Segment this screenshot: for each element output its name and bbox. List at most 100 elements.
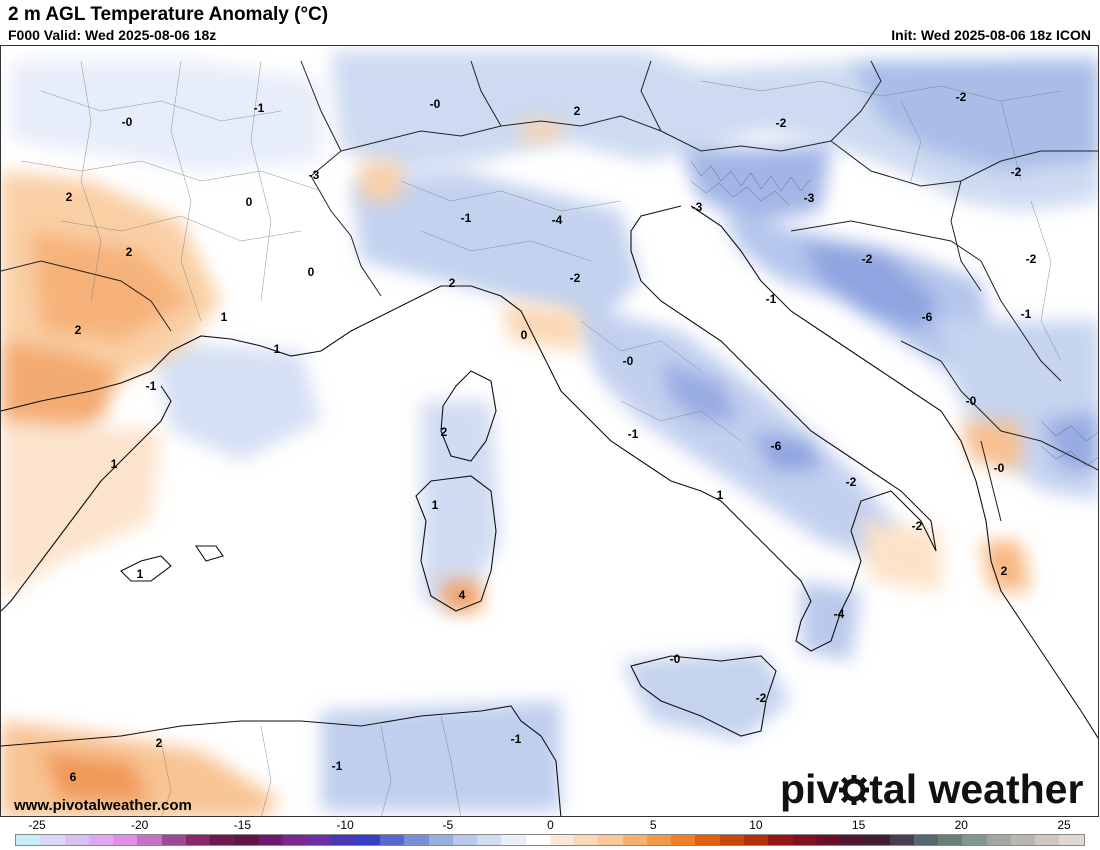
- contour-label: -4: [834, 607, 845, 621]
- contour-label: 2: [574, 104, 581, 118]
- contour-label: -0: [966, 394, 977, 408]
- colorbar-swatch: [331, 835, 356, 845]
- colorbar-tick-label: -25: [28, 818, 46, 832]
- contour-label: -3: [309, 168, 320, 182]
- colorbar-swatch: [1059, 835, 1084, 845]
- colorbar-swatch: [622, 835, 647, 845]
- contour-label: 0: [246, 195, 253, 209]
- colorbar-tick-label: 10: [749, 818, 763, 832]
- contour-label: -6: [922, 310, 933, 324]
- contour-label: -4: [552, 213, 563, 227]
- contour-label: 2: [441, 425, 448, 439]
- colorbar-swatch: [525, 835, 550, 845]
- contour-label: -1: [461, 211, 472, 225]
- colorbar-swatch: [307, 835, 332, 845]
- brand-text-end: tal weather: [869, 766, 1084, 812]
- contour-label: -0: [623, 354, 634, 368]
- contour-label: -2: [846, 475, 857, 489]
- contour-label: -1: [332, 759, 343, 773]
- colorbar-swatch: [88, 835, 114, 845]
- gear-icon: [839, 775, 870, 805]
- contour-label: -3: [692, 200, 703, 214]
- colorbar-swatch: [404, 835, 429, 845]
- warm-shading: [1, 121, 1031, 816]
- contour-label: -0: [670, 652, 681, 666]
- init-time: Init: Wed 2025-08-06 18z ICON: [891, 27, 1091, 43]
- colorbar-tick-label: -5: [442, 818, 454, 832]
- colorbar-tick-label: 25: [1057, 818, 1071, 832]
- colorbar-swatch: [428, 835, 453, 845]
- colorbar-swatch: [282, 835, 308, 845]
- brand-logo: piv tal weather: [780, 766, 1083, 813]
- colorbar-swatch: [549, 835, 575, 845]
- colorbar-swatch: [113, 835, 138, 845]
- colorbar-tick-label: -10: [336, 818, 354, 832]
- colorbar-swatch: [574, 835, 599, 845]
- colorbar-swatch: [671, 835, 696, 845]
- map-title: 2 m AGL Temperature Anomaly (°C): [8, 4, 329, 25]
- contour-label: -2: [956, 90, 967, 104]
- contour-label: -2: [1026, 252, 1037, 266]
- colorbar-swatch: [161, 835, 186, 845]
- colorbar-swatch: [913, 835, 939, 845]
- contour-label: 1: [432, 498, 439, 512]
- colorbar-swatch: [792, 835, 817, 845]
- colorbar-swatch: [719, 835, 744, 845]
- coastlines: [1, 205, 1098, 816]
- contour-label: 1: [137, 567, 144, 581]
- map-canvas: -1 -0 -0 2 -2 -2 -2 2 -3 0 -1 -4 -3 -3 2 -2 0 -2 -2 2 -1 1 -6 -…: [1, 51, 1098, 816]
- contour-label: 6: [70, 770, 77, 784]
- colorbar-swatch: [452, 835, 478, 845]
- contour-label: -0: [994, 461, 1005, 475]
- contour-label: 1: [111, 457, 118, 471]
- contour-label: 0: [521, 328, 528, 342]
- colorbar: [15, 834, 1085, 846]
- contour-label: -1: [511, 732, 522, 746]
- colorbar-swatch: [841, 835, 866, 845]
- colorbar-swatch: [16, 835, 41, 845]
- colorbar-tick-label: -20: [131, 818, 149, 832]
- website-url[interactable]: www.pivotalweather.com: [14, 797, 192, 814]
- contour-label: -0: [430, 97, 441, 111]
- colorbar-swatch: [137, 835, 162, 845]
- colorbar-swatch: [962, 835, 987, 845]
- colorbar-swatch: [695, 835, 720, 845]
- contour-label: -2: [570, 271, 581, 285]
- colorbar-swatch: [355, 835, 380, 845]
- colorbar-swatch: [743, 835, 769, 845]
- colorbar-swatch: [768, 835, 793, 845]
- contour-label: -1: [1021, 307, 1032, 321]
- colorbar-swatch: [40, 835, 65, 845]
- colorbar-swatch: [889, 835, 914, 845]
- colorbar-tick-label: 15: [851, 818, 866, 832]
- contour-label: -2: [1011, 165, 1022, 179]
- colorbar-swatch: [938, 835, 963, 845]
- contour-label: 1: [221, 310, 228, 324]
- slovenia-detail: [690, 160, 1098, 467]
- contour-label: 2: [66, 190, 73, 204]
- colorbar-swatch: [501, 835, 526, 845]
- country-borders: [1, 60, 1098, 522]
- colorbar-swatch: [1010, 835, 1036, 845]
- contour-label: 2: [156, 736, 163, 750]
- colorbar-swatch: [210, 835, 235, 845]
- colorbar-swatch: [646, 835, 672, 845]
- colorbar-tick-label: 20: [954, 818, 968, 832]
- colorbar-swatch: [477, 835, 502, 845]
- colorbar-swatch: [865, 835, 890, 845]
- contour-label: -2: [912, 519, 923, 533]
- colorbar-swatch: [986, 835, 1011, 845]
- anomaly-shading: [11, 51, 1098, 811]
- colorbar-swatch: [258, 835, 283, 845]
- contour-label: 2: [1001, 564, 1008, 578]
- colorbar-swatch: [185, 835, 211, 845]
- contour-label: 2: [449, 276, 456, 290]
- colorbar-swatch: [234, 835, 259, 845]
- contour-label: 1: [717, 488, 724, 502]
- colorbar-tick-label: 5: [649, 818, 657, 832]
- contour-label: -1: [766, 292, 777, 306]
- colorbar-tick-label: -15: [233, 818, 252, 832]
- contour-label: -3: [804, 191, 815, 205]
- map-panel[interactable]: -1 -0 -0 2 -2 -2 -2 2 -3 0 -1 -4 -3 -3 2 -2 0 -2 -2 2 -1 1 -6 -…: [0, 45, 1099, 817]
- valid-time: F000 Valid: Wed 2025-08-06 18z: [8, 27, 217, 43]
